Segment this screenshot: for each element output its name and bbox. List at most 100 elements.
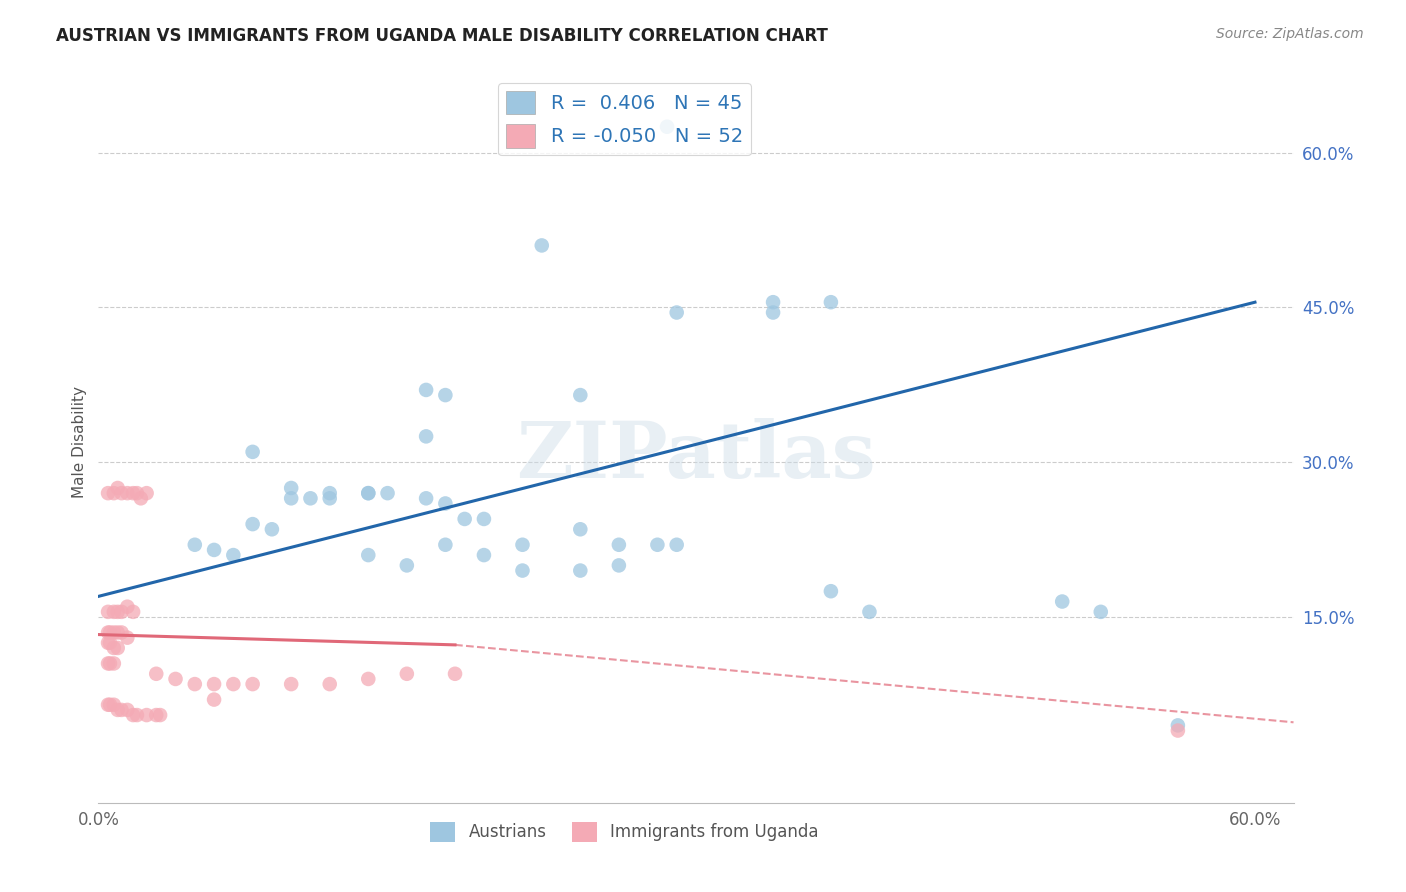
Point	[107, 625, 129, 640]
Point	[129, 491, 152, 506]
Point	[434, 496, 457, 510]
Y-axis label: Male Disability: Male Disability	[72, 385, 87, 498]
Point	[145, 666, 167, 681]
Point	[512, 538, 534, 552]
Point	[472, 548, 495, 562]
Point	[184, 538, 207, 552]
Legend: Austrians, Immigrants from Uganda: Austrians, Immigrants from Uganda	[423, 815, 825, 848]
Point	[858, 605, 880, 619]
Point	[569, 564, 592, 578]
Point	[415, 491, 437, 506]
Point	[103, 625, 125, 640]
Point	[117, 703, 139, 717]
Point	[222, 677, 245, 691]
Point	[110, 605, 132, 619]
Point	[97, 636, 120, 650]
Point	[135, 486, 157, 500]
Point	[117, 599, 139, 614]
Point	[107, 703, 129, 717]
Point	[820, 295, 842, 310]
Point	[377, 486, 399, 500]
Point	[299, 491, 322, 506]
Point	[103, 698, 125, 712]
Point	[103, 486, 125, 500]
Point	[512, 564, 534, 578]
Point	[184, 677, 207, 691]
Point	[569, 388, 592, 402]
Point	[319, 491, 342, 506]
Point	[122, 605, 145, 619]
Point	[98, 625, 121, 640]
Point	[434, 388, 457, 402]
Point	[415, 429, 437, 443]
Point	[655, 120, 678, 134]
Point	[1050, 594, 1073, 608]
Point	[103, 605, 125, 619]
Point	[165, 672, 187, 686]
Point	[762, 295, 785, 310]
Point	[97, 625, 120, 640]
Text: Source: ZipAtlas.com: Source: ZipAtlas.com	[1216, 27, 1364, 41]
Point	[107, 640, 129, 655]
Point	[222, 548, 245, 562]
Point	[107, 605, 129, 619]
Point	[97, 657, 120, 671]
Point	[472, 512, 495, 526]
Point	[117, 631, 139, 645]
Text: AUSTRIAN VS IMMIGRANTS FROM UGANDA MALE DISABILITY CORRELATION CHART: AUSTRIAN VS IMMIGRANTS FROM UGANDA MALE …	[56, 27, 828, 45]
Point	[453, 512, 475, 526]
Point	[125, 486, 148, 500]
Point	[395, 558, 418, 573]
Point	[117, 486, 139, 500]
Point	[202, 692, 225, 706]
Point	[202, 542, 225, 557]
Point	[280, 491, 302, 506]
Point	[110, 703, 132, 717]
Point	[107, 481, 129, 495]
Point	[110, 486, 132, 500]
Point	[665, 305, 688, 319]
Point	[820, 584, 842, 599]
Point	[110, 625, 132, 640]
Point	[122, 708, 145, 723]
Point	[357, 672, 380, 686]
Point	[530, 238, 553, 252]
Point	[280, 481, 302, 495]
Point	[98, 698, 121, 712]
Point	[122, 486, 145, 500]
Point	[319, 486, 342, 500]
Point	[357, 486, 380, 500]
Point	[395, 666, 418, 681]
Point	[357, 548, 380, 562]
Point	[1167, 723, 1189, 738]
Point	[202, 677, 225, 691]
Point	[415, 383, 437, 397]
Point	[242, 677, 264, 691]
Point	[242, 517, 264, 532]
Point	[97, 698, 120, 712]
Point	[444, 666, 467, 681]
Point	[97, 486, 120, 500]
Point	[319, 677, 342, 691]
Point	[1090, 605, 1112, 619]
Point	[103, 640, 125, 655]
Point	[125, 708, 148, 723]
Point	[434, 538, 457, 552]
Text: ZIPatlas: ZIPatlas	[516, 418, 876, 494]
Point	[242, 445, 264, 459]
Point	[149, 708, 172, 723]
Point	[357, 486, 380, 500]
Point	[260, 522, 283, 536]
Point	[98, 636, 121, 650]
Point	[607, 558, 630, 573]
Point	[135, 708, 157, 723]
Point	[103, 657, 125, 671]
Point	[665, 538, 688, 552]
Point	[647, 538, 669, 552]
Point	[569, 522, 592, 536]
Point	[1167, 718, 1189, 732]
Point	[97, 605, 120, 619]
Point	[145, 708, 167, 723]
Point	[607, 538, 630, 552]
Point	[280, 677, 302, 691]
